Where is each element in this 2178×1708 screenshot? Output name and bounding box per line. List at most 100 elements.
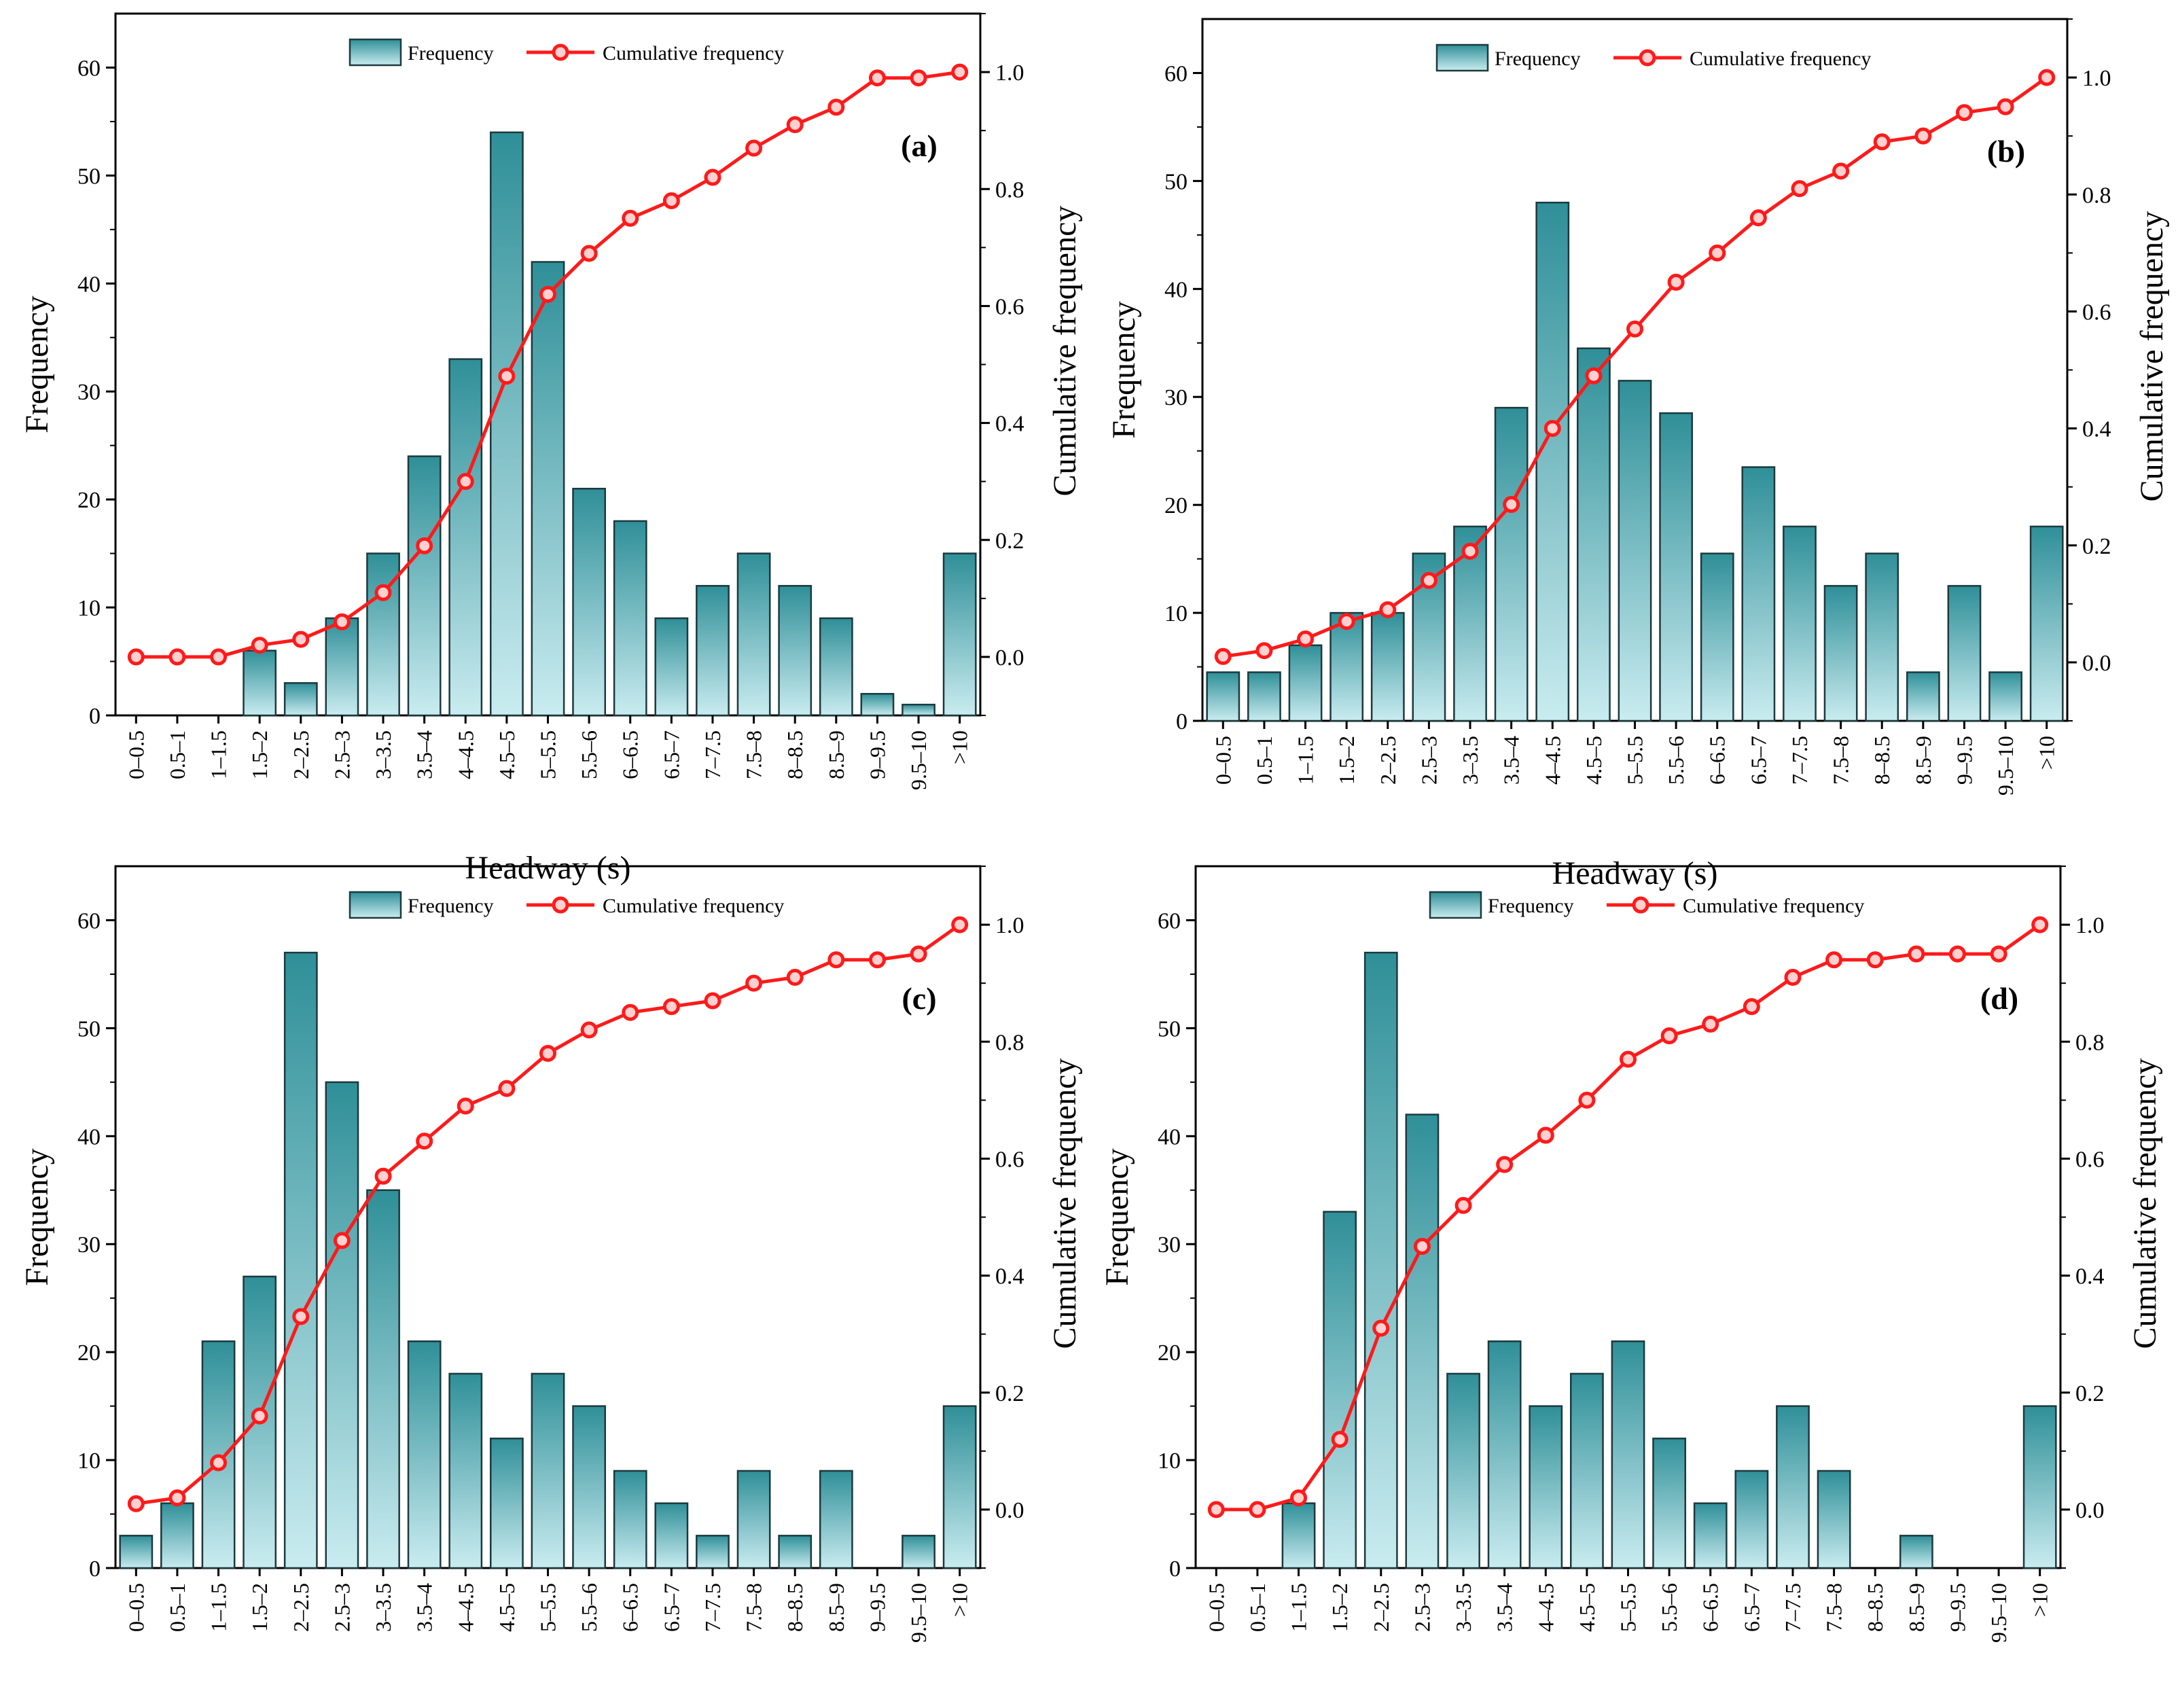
cumulative-point[interactable] — [1496, 1156, 1514, 1173]
frequency-bar[interactable] — [613, 520, 647, 717]
cumulative-point[interactable] — [662, 192, 680, 209]
cumulative-point[interactable] — [1297, 630, 1315, 647]
cumulative-point[interactable] — [1784, 969, 1802, 986]
cumulative-point[interactable] — [292, 1308, 310, 1326]
cumulative-point[interactable] — [251, 637, 268, 654]
frequency-bar[interactable] — [2022, 1405, 2057, 1569]
frequency-bar[interactable] — [696, 585, 730, 717]
cumulative-point[interactable] — [1420, 571, 1438, 589]
cumulative-point[interactable] — [1537, 1126, 1554, 1144]
frequency-bar[interactable] — [1494, 406, 1529, 722]
frequency-bar[interactable] — [613, 1470, 647, 1569]
cumulative-point[interactable] — [333, 1232, 351, 1249]
cumulative-point[interactable] — [1207, 1501, 1225, 1518]
cumulative-point[interactable] — [1873, 133, 1891, 151]
frequency-bar[interactable] — [1906, 671, 1940, 722]
cumulative-point[interactable] — [580, 1021, 598, 1039]
frequency-bar[interactable] — [654, 617, 689, 717]
frequency-bar[interactable] — [572, 488, 607, 717]
frequency-bar[interactable] — [696, 1535, 730, 1569]
cumulative-point[interactable] — [498, 1080, 516, 1097]
cumulative-point[interactable] — [1791, 180, 1808, 198]
frequency-bar[interactable] — [860, 692, 895, 717]
frequency-bar[interactable] — [366, 1189, 400, 1569]
frequency-bar[interactable] — [1823, 585, 1858, 722]
cumulative-point[interactable] — [457, 1097, 474, 1115]
cumulative-point[interactable] — [745, 139, 763, 157]
frequency-bar[interactable] — [1370, 611, 1405, 722]
frequency-bar[interactable] — [1988, 671, 2022, 722]
cumulative-point[interactable] — [416, 537, 433, 554]
cumulative-point[interactable] — [868, 951, 886, 969]
frequency-bar[interactable] — [1288, 644, 1323, 722]
frequency-bar[interactable] — [736, 1470, 771, 1569]
frequency-bar[interactable] — [572, 1405, 607, 1569]
frequency-bar[interactable] — [654, 1502, 689, 1569]
cumulative-point[interactable] — [827, 99, 845, 116]
cumulative-point[interactable] — [1908, 945, 1925, 963]
cumulative-point[interactable] — [1709, 244, 1726, 262]
frequency-bar[interactable] — [1206, 671, 1240, 722]
frequency-bar[interactable] — [901, 703, 935, 717]
frequency-bar[interactable] — [160, 1502, 194, 1569]
frequency-bar[interactable] — [283, 951, 318, 1569]
frequency-bar[interactable] — [1652, 1438, 1687, 1569]
cumulative-point[interactable] — [951, 916, 969, 933]
frequency-bar[interactable] — [819, 1470, 853, 1569]
cumulative-point[interactable] — [1249, 1501, 1266, 1518]
cumulative-point[interactable] — [1749, 209, 1767, 227]
cumulative-point[interactable] — [210, 1454, 228, 1472]
cumulative-point[interactable] — [1626, 320, 1643, 338]
cumulative-point[interactable] — [1338, 613, 1355, 630]
frequency-bar[interactable] — [1529, 1405, 1563, 1569]
cumulative-point[interactable] — [374, 1167, 392, 1185]
frequency-bar[interactable] — [1700, 552, 1734, 722]
frequency-bar[interactable] — [283, 682, 318, 717]
frequency-bar[interactable] — [1817, 1470, 1851, 1569]
cumulative-point[interactable] — [168, 648, 186, 666]
cumulative-point[interactable] — [1290, 1489, 1308, 1507]
cumulative-point[interactable] — [704, 992, 721, 1010]
frequency-bar[interactable] — [243, 650, 277, 717]
cumulative-point[interactable] — [745, 974, 763, 992]
cumulative-point[interactable] — [910, 69, 927, 87]
frequency-bar[interactable] — [1281, 1502, 1316, 1569]
cumulative-point[interactable] — [1214, 647, 1232, 665]
frequency-bar[interactable] — [325, 1081, 359, 1569]
frequency-bar[interactable] — [1446, 1372, 1480, 1569]
frequency-bar[interactable] — [2029, 525, 2064, 722]
cumulative-point[interactable] — [786, 969, 804, 986]
cumulative-point[interactable] — [168, 1489, 186, 1507]
cumulative-point[interactable] — [662, 998, 680, 1016]
frequency-bar[interactable] — [1363, 951, 1398, 1569]
cumulative-point[interactable] — [951, 63, 969, 81]
cumulative-point[interactable] — [1585, 367, 1603, 385]
frequency-bar[interactable] — [778, 585, 813, 717]
frequency-bar[interactable] — [531, 261, 565, 717]
frequency-bar[interactable] — [1783, 525, 1817, 722]
cumulative-point[interactable] — [127, 648, 145, 666]
cumulative-point[interactable] — [416, 1133, 433, 1150]
frequency-bar[interactable] — [1576, 347, 1611, 722]
frequency-bar[interactable] — [1741, 466, 1776, 722]
cumulative-point[interactable] — [1948, 945, 1966, 963]
cumulative-point[interactable] — [1660, 1027, 1678, 1045]
frequency-bar[interactable] — [1693, 1502, 1728, 1569]
cumulative-point[interactable] — [1955, 104, 1973, 122]
cumulative-point[interactable] — [539, 1044, 556, 1062]
frequency-bar[interactable] — [1247, 671, 1281, 722]
frequency-bar[interactable] — [778, 1535, 813, 1569]
cumulative-point[interactable] — [1832, 162, 1850, 180]
cumulative-point[interactable] — [1866, 951, 1884, 969]
frequency-bar[interactable] — [736, 552, 771, 717]
cumulative-point[interactable] — [1331, 1431, 1349, 1448]
cumulative-point[interactable] — [457, 473, 474, 491]
cumulative-point[interactable] — [704, 168, 721, 186]
cumulative-point[interactable] — [622, 209, 639, 227]
cumulative-point[interactable] — [292, 630, 310, 648]
cumulative-point[interactable] — [1997, 98, 2014, 115]
cumulative-point[interactable] — [1743, 998, 1760, 1016]
cumulative-point[interactable] — [2038, 69, 2056, 86]
frequency-bar[interactable] — [819, 617, 853, 717]
cumulative-point[interactable] — [1825, 951, 1843, 969]
